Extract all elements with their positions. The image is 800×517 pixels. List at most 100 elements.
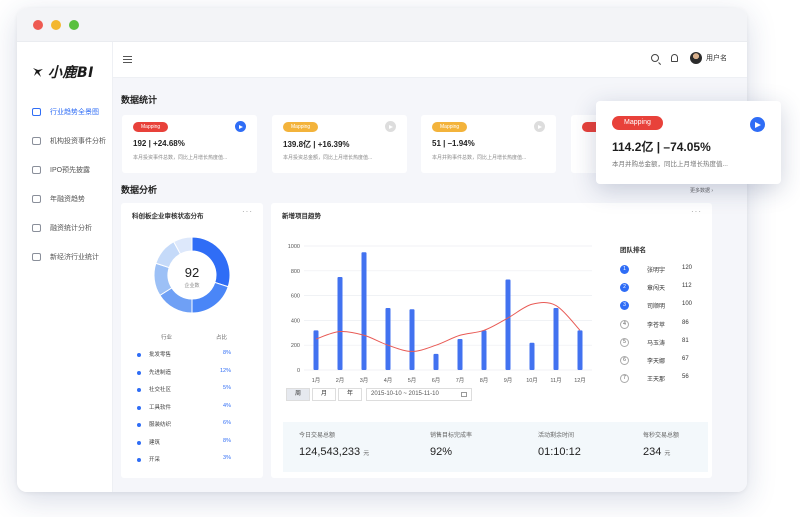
- window-titlebar: [17, 8, 747, 42]
- y-tick-label: 0: [297, 368, 300, 374]
- avatar: [690, 52, 702, 64]
- kpi-value: 234: [643, 446, 662, 458]
- legend-name: 开采: [149, 457, 161, 463]
- bar[interactable]: [529, 342, 535, 370]
- legend-name: 批发零售: [149, 352, 172, 358]
- ranking-row: 5 马玉涛 81: [620, 337, 700, 352]
- bar[interactable]: [385, 308, 391, 370]
- trend-chart: 0 200 400 600 800 1000 1月 2月 3月 4月 5月 6月 7月 8月 9月 10月 11…: [288, 244, 592, 384]
- legend-dot: [137, 388, 141, 392]
- period-year-button[interactable]: 年: [338, 388, 362, 401]
- x-tick-label: 2月: [336, 377, 345, 384]
- trend-line: [315, 301, 581, 352]
- more-data-link[interactable]: 更多数据 ›: [689, 188, 713, 194]
- maximize-window-button[interactable]: [69, 20, 79, 30]
- arrow-right-icon[interactable]: [534, 121, 545, 132]
- kpi-value: 01:10:12: [538, 446, 581, 458]
- stat-card-1[interactable]: Mapping 192 | +24.68% 本月投资事件总数，同比上月增长热度值…: [122, 115, 257, 173]
- arrow-right-icon[interactable]: [235, 121, 246, 132]
- bar[interactable]: [481, 330, 487, 370]
- more-options-icon[interactable]: ···: [242, 207, 253, 216]
- ranking-row: 7 王天那 56: [620, 374, 700, 388]
- bar[interactable]: [553, 308, 559, 370]
- y-tick-label: 800: [291, 269, 300, 275]
- stat-value: 192 | +24.68%: [133, 139, 185, 148]
- chart-line-icon: [32, 166, 41, 174]
- kpi-today-total: 今日交易总额 124,543,233 元: [299, 430, 369, 458]
- bar[interactable]: [361, 252, 367, 370]
- deer-logo-icon: [33, 68, 43, 77]
- donut-center-label: 企业数: [184, 282, 199, 289]
- search-icon[interactable]: [651, 54, 659, 62]
- kpi-label: 销售目标完成率: [430, 433, 473, 439]
- sidebar-item-financing-stats[interactable]: 融资统计分析: [17, 214, 113, 242]
- rank-value: 100: [682, 301, 693, 308]
- floating-stat-card[interactable]: Mapping 114.2亿 | –74.05% 本月并购总金额，同比上月增长热…: [596, 101, 781, 184]
- kpi-remaining-time: 活动剩余时间 01:10:12: [538, 430, 581, 458]
- x-tick-label: 4月: [384, 377, 393, 384]
- date-range-picker[interactable]: 2015-10-10 ~ 2015-11-10: [366, 388, 472, 401]
- legend-header-pct: 占比: [216, 335, 228, 341]
- sidebar-item-label: 融资统计分析: [50, 225, 92, 232]
- ranking-row: 2 章闯天 112: [620, 283, 700, 297]
- legend-item: 批发零售 8%: [137, 350, 231, 362]
- bar[interactable]: [505, 279, 511, 370]
- bar[interactable]: [313, 330, 319, 370]
- more-options-icon[interactable]: ···: [691, 207, 702, 216]
- period-month-button[interactable]: 月: [312, 388, 336, 401]
- ranking-row: 3 司顺明 100: [620, 301, 700, 315]
- x-tick-label: 10月: [526, 377, 538, 384]
- sidebar-item-annual-financing[interactable]: 年融资趋势: [17, 185, 113, 213]
- logo-text: 小鹿BI: [48, 65, 94, 81]
- bar[interactable]: [457, 339, 463, 370]
- stat-card-2[interactable]: Mapping 139.8亿 | +16.39% 本月投资总金额，同比上月增长热…: [272, 115, 407, 173]
- legend-pct: 6%: [223, 420, 231, 426]
- user-menu[interactable]: 用户名: [690, 52, 727, 64]
- logo[interactable]: 小鹿BI: [31, 62, 94, 82]
- bar[interactable]: [577, 330, 583, 370]
- sidebar-item-label: 年融资趋势: [50, 196, 85, 203]
- sidebar-item-industry-trend[interactable]: 行业趋势全景图: [17, 98, 113, 126]
- legend-dot: [137, 458, 141, 462]
- stat-desc: 本月投资事件总数，同比上月增长热度值...: [133, 155, 228, 161]
- legend-header-name: 行业: [161, 335, 173, 341]
- rank-value: 112: [682, 283, 692, 290]
- briefcase-icon: [32, 137, 41, 145]
- legend-item: 工具软件 4%: [137, 403, 231, 415]
- sidebar-item-label: 机构投资事件分析: [50, 138, 106, 145]
- minimize-window-button[interactable]: [51, 20, 61, 30]
- sidebar-item-label: 行业趋势全景图: [50, 109, 99, 116]
- sidebar-item-ipo[interactable]: IPO预先披露: [17, 156, 113, 184]
- donut-segment[interactable]: [173, 236, 193, 255]
- arrow-right-icon[interactable]: [750, 117, 765, 132]
- donut-center-value: 92: [185, 265, 199, 280]
- stat-card-3[interactable]: Mapping 51 | –1.94% 本月并购事件总数，同比上月增长热度值..…: [421, 115, 556, 173]
- menu-toggle-icon[interactable]: [123, 56, 132, 63]
- legend-dot: [137, 440, 141, 445]
- close-window-button[interactable]: [33, 20, 43, 30]
- bar[interactable]: [337, 277, 343, 370]
- rank-name: 马玉涛: [647, 340, 666, 347]
- stat-tag: Mapping: [283, 122, 319, 132]
- rank-value: 120: [682, 265, 693, 271]
- pie-chart-icon: [32, 195, 41, 203]
- sidebar-item-new-economy[interactable]: 新经济行业统计: [17, 243, 113, 271]
- arrow-right-icon[interactable]: [385, 121, 396, 132]
- kpi-per-second: 每秒交易总额 234 元: [643, 430, 679, 458]
- kpi-label: 活动剩余时间: [538, 433, 575, 439]
- legend-dot: [137, 423, 141, 427]
- x-tick-label: 3月: [360, 377, 369, 384]
- ranking-title: 团队排名: [620, 247, 646, 254]
- stats-section-title: 数据统计: [121, 95, 158, 105]
- legend-name: 社交社区: [149, 387, 172, 393]
- bell-icon[interactable]: [671, 54, 678, 62]
- bar[interactable]: [409, 309, 415, 370]
- legend-pct: 5%: [223, 385, 231, 391]
- ranking-row: 6 李天娜 67: [620, 356, 700, 370]
- sidebar-item-investment-events[interactable]: 机构投资事件分析: [17, 127, 113, 155]
- bar[interactable]: [433, 353, 439, 370]
- ranking-row: 4 李苍苹 86: [620, 319, 700, 334]
- period-week-button[interactable]: 周: [286, 388, 310, 401]
- legend-item: 建筑 8%: [137, 438, 231, 450]
- rank-value: 67: [682, 356, 689, 362]
